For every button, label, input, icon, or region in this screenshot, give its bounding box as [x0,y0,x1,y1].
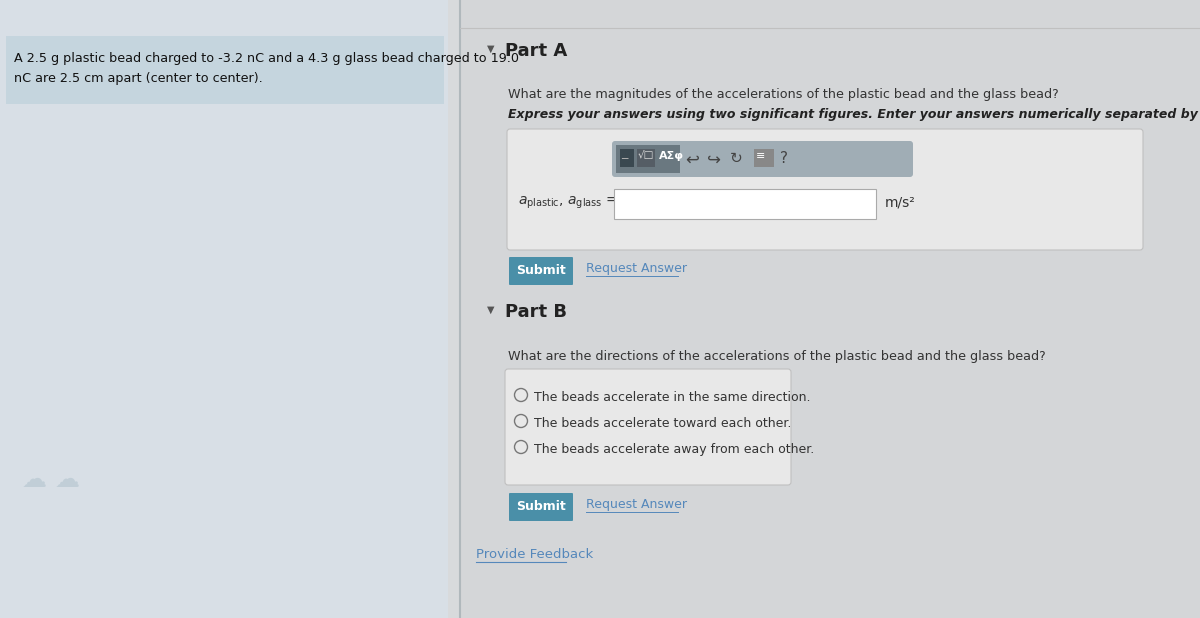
Text: ▼: ▼ [487,305,494,315]
FancyBboxPatch shape [614,189,876,219]
Text: ↻: ↻ [730,151,743,166]
FancyBboxPatch shape [6,36,444,104]
Text: Part A: Part A [505,42,568,60]
Text: Provide Feedback: Provide Feedback [476,548,593,561]
FancyBboxPatch shape [658,146,679,172]
FancyBboxPatch shape [616,145,680,173]
Text: √□: √□ [638,150,654,160]
Text: What are the magnitudes of the accelerations of the plastic bead and the glass b: What are the magnitudes of the accelerat… [508,88,1058,101]
Text: Request Answer: Request Answer [586,262,686,275]
Text: ☁ ☁: ☁ ☁ [22,468,80,492]
FancyBboxPatch shape [637,149,655,167]
Text: The beads accelerate in the same direction.: The beads accelerate in the same directi… [534,391,810,404]
Text: ↩: ↩ [685,151,698,169]
FancyBboxPatch shape [509,257,574,285]
FancyBboxPatch shape [612,141,913,177]
FancyBboxPatch shape [620,149,634,167]
Text: Submit: Submit [516,501,566,514]
FancyBboxPatch shape [754,149,774,167]
Text: ▼: ▼ [487,44,494,54]
Text: ?: ? [780,151,788,166]
Text: Express your answers using two significant figures. Enter your answers numerical: Express your answers using two significa… [508,108,1200,121]
Text: ΑΣφ: ΑΣφ [659,151,684,161]
FancyBboxPatch shape [508,129,1142,250]
Text: ▁: ▁ [622,150,628,159]
FancyBboxPatch shape [0,0,448,618]
Text: ≡: ≡ [756,151,766,161]
Text: m/s²: m/s² [886,196,916,210]
Text: nC are 2.5 cm apart (center to center).: nC are 2.5 cm apart (center to center). [14,72,263,85]
Text: The beads accelerate away from each other.: The beads accelerate away from each othe… [534,443,815,456]
Text: Request Answer: Request Answer [586,498,686,511]
FancyBboxPatch shape [505,369,791,485]
Text: Submit: Submit [516,265,566,277]
Text: Part B: Part B [505,303,568,321]
FancyBboxPatch shape [460,0,1200,618]
Text: A 2.5 g plastic bead charged to -3.2 nC and a 4.3 g glass bead charged to 19.0: A 2.5 g plastic bead charged to -3.2 nC … [14,52,520,65]
Text: ↪: ↪ [707,151,721,169]
Text: $a_\mathrm{plastic}$, $a_\mathrm{glass}$ =: $a_\mathrm{plastic}$, $a_\mathrm{glass}$… [518,195,618,211]
Text: The beads accelerate toward each other.: The beads accelerate toward each other. [534,417,791,430]
Text: What are the directions of the accelerations of the plastic bead and the glass b: What are the directions of the accelerat… [508,350,1045,363]
FancyBboxPatch shape [509,493,574,521]
